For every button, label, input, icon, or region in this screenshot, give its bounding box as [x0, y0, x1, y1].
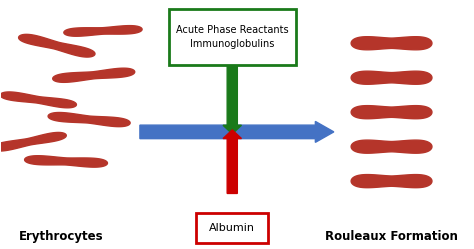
- Text: Rouleaux Formation: Rouleaux Formation: [325, 230, 458, 243]
- Polygon shape: [351, 106, 432, 119]
- Polygon shape: [351, 175, 432, 188]
- Polygon shape: [0, 132, 66, 151]
- Text: Acute Phase Reactants
Immunoglobulins: Acute Phase Reactants Immunoglobulins: [176, 25, 289, 49]
- Polygon shape: [0, 92, 76, 108]
- Text: Albumin: Albumin: [209, 223, 255, 233]
- FancyBboxPatch shape: [196, 213, 268, 243]
- Text: Erythrocytes: Erythrocytes: [19, 230, 104, 243]
- FancyBboxPatch shape: [169, 9, 296, 65]
- Polygon shape: [351, 37, 432, 50]
- FancyArrow shape: [140, 122, 334, 142]
- FancyArrow shape: [223, 65, 241, 134]
- Polygon shape: [25, 156, 108, 167]
- Polygon shape: [53, 68, 135, 82]
- FancyArrow shape: [223, 130, 241, 193]
- Polygon shape: [351, 140, 432, 153]
- Polygon shape: [48, 113, 130, 127]
- Polygon shape: [64, 26, 142, 36]
- Polygon shape: [351, 71, 432, 84]
- Polygon shape: [18, 34, 95, 57]
